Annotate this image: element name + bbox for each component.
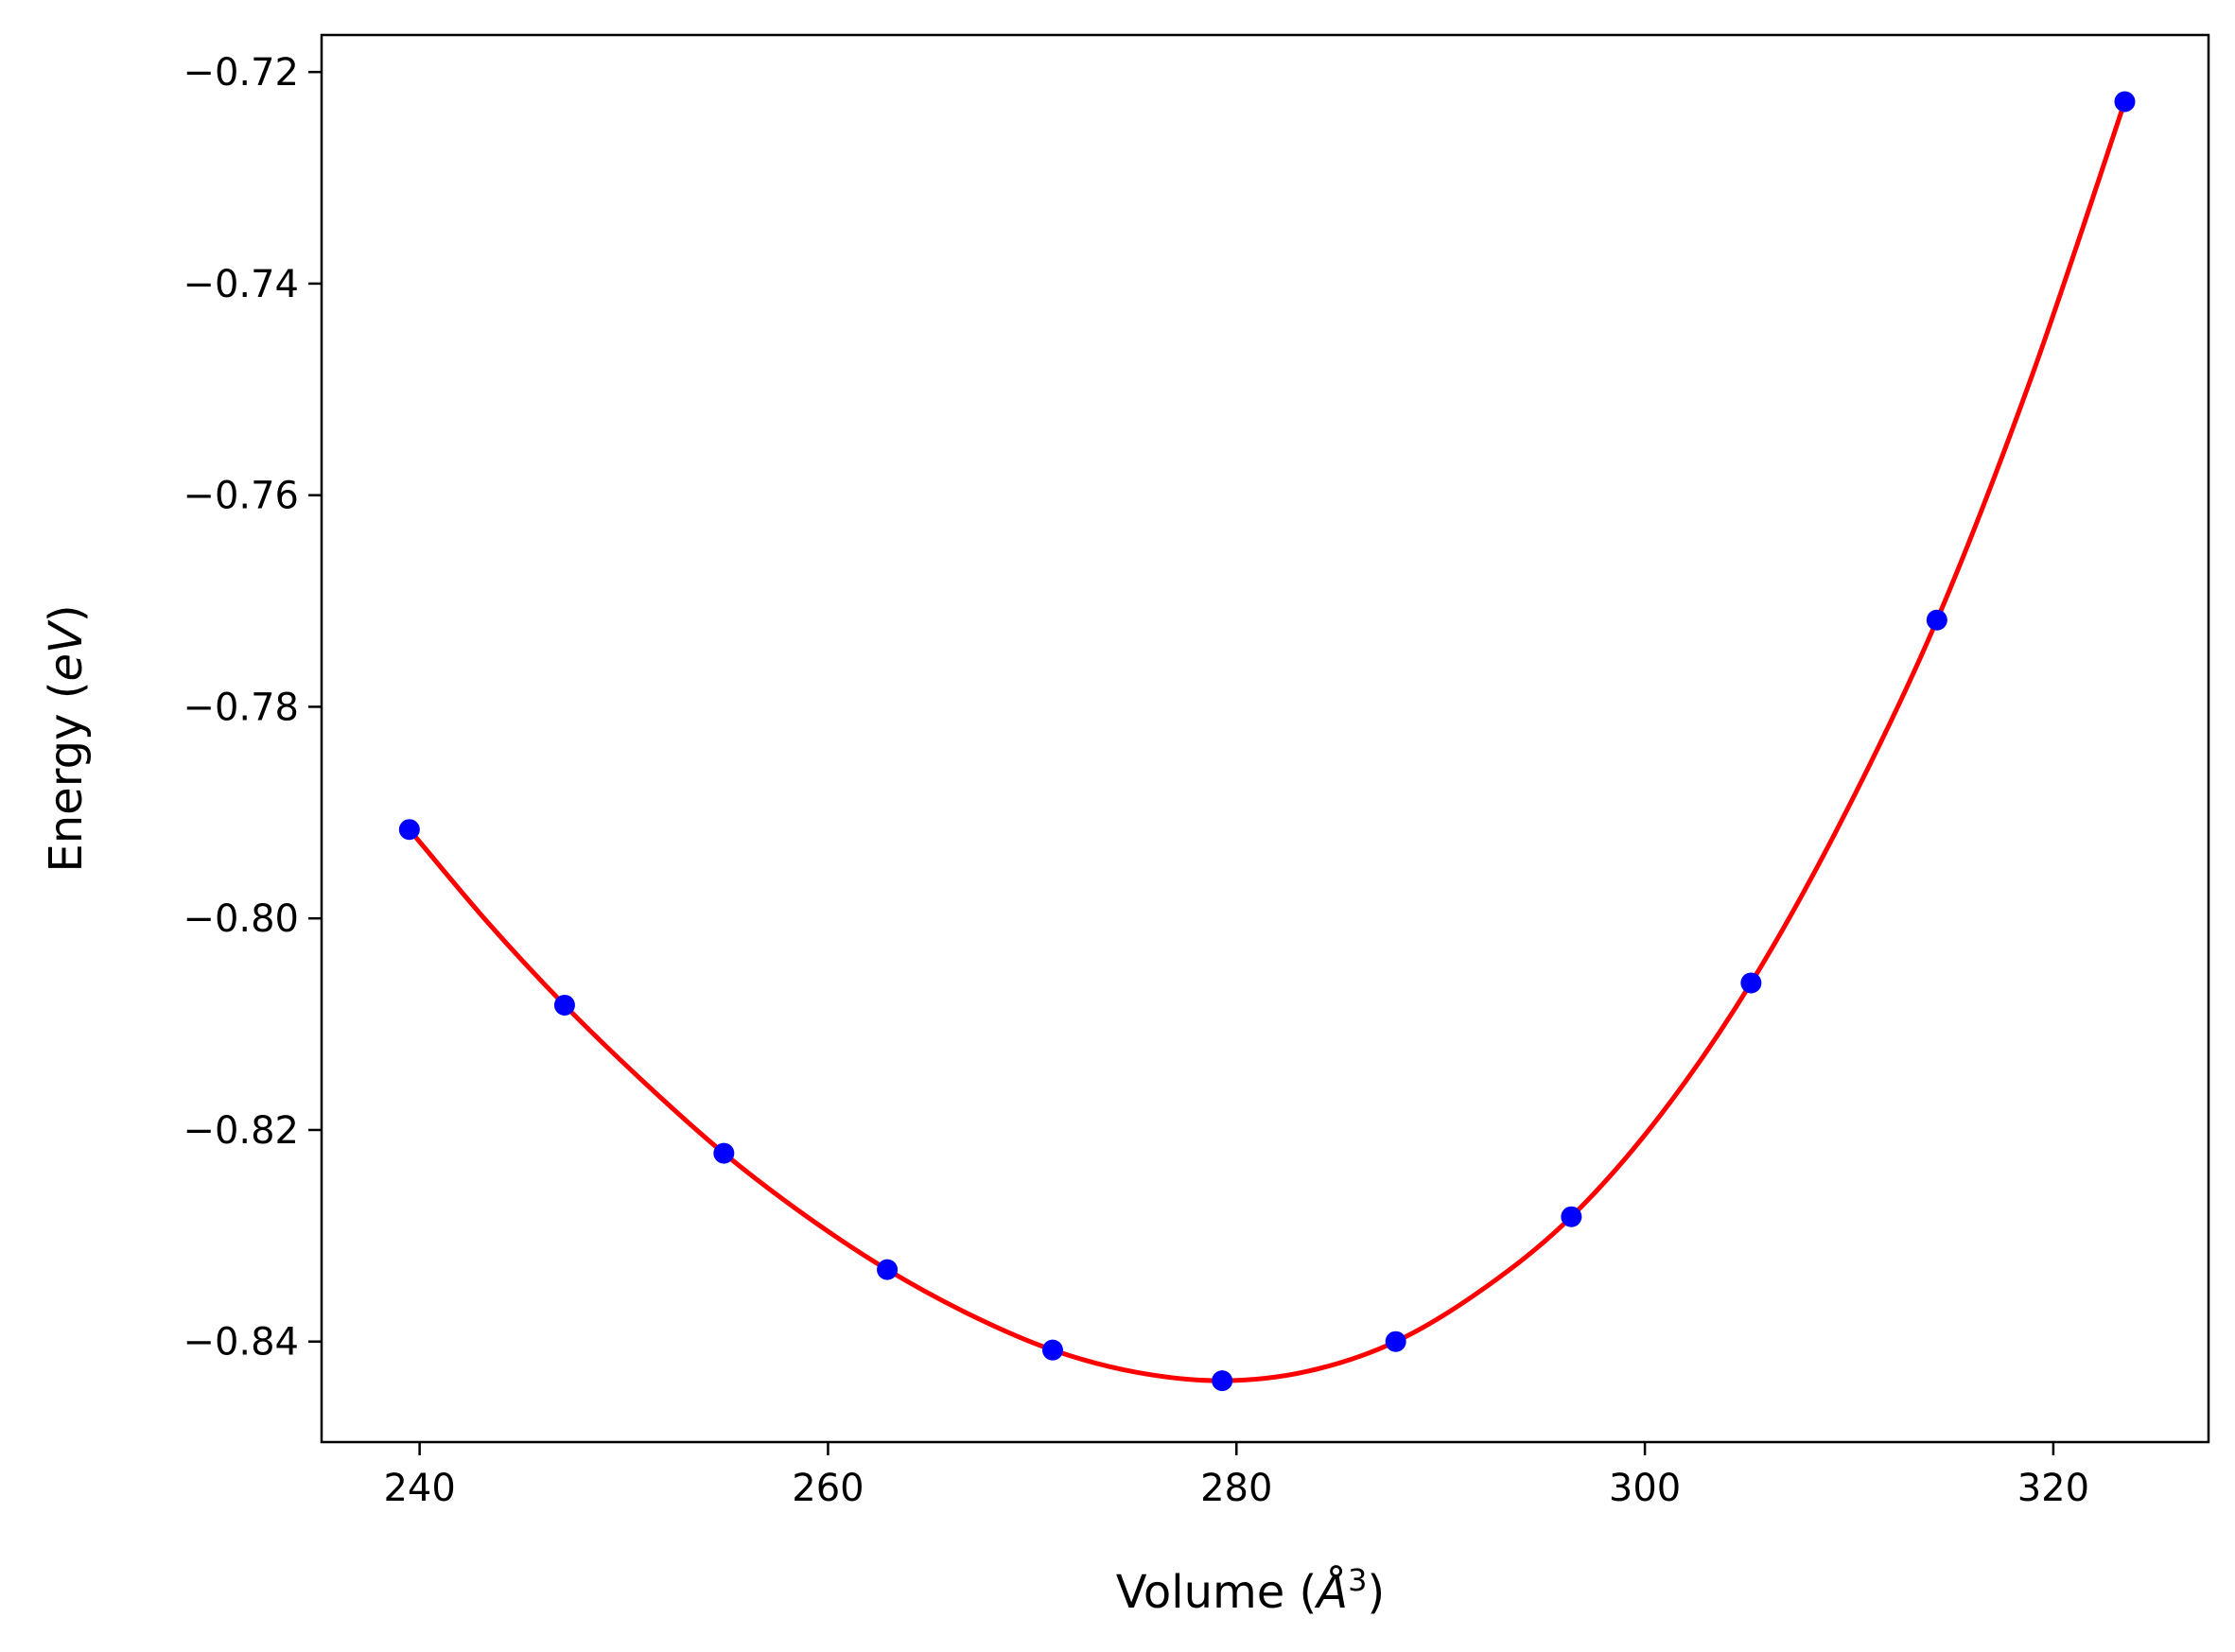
data-point	[1385, 1330, 1406, 1352]
plot-area	[322, 35, 2209, 1442]
y-axis: −0.84 −0.82 −0.80 −0.78 −0.76 −0.74 −0.72	[183, 51, 322, 1365]
data-point	[713, 1142, 735, 1164]
x-axis-label: Volume (Å3)	[1116, 1562, 1385, 1619]
data-point	[1740, 972, 1762, 994]
x-axis-label-text: Volume	[1116, 1566, 1285, 1619]
fit-curve-line	[407, 98, 2127, 1383]
data-point	[2114, 91, 2136, 113]
y-axis-label: Energy (eV)	[40, 604, 93, 872]
y-axis-label-unit: eV	[40, 619, 93, 682]
y-tick-label: −0.84	[183, 1321, 299, 1365]
y-tick-label: −0.82	[183, 1109, 299, 1153]
data-point	[1212, 1370, 1233, 1392]
y-axis-label-text: Energy	[40, 714, 93, 873]
x-axis-label-open-paren: (	[1284, 1566, 1317, 1619]
x-axis: 240 260 280 300 320	[383, 1442, 2089, 1510]
x-tick-label: 240	[383, 1467, 455, 1510]
x-axis-label-unit-exponent: 3	[1348, 1562, 1367, 1598]
y-tick-label: −0.78	[183, 686, 299, 729]
x-axis-label-close-paren: )	[1367, 1566, 1385, 1619]
y-tick-label: −0.74	[183, 263, 299, 306]
y-tick-label: −0.76	[183, 475, 299, 518]
fit-curve-layer	[407, 98, 2127, 1383]
data-point	[1926, 609, 1947, 631]
data-point	[553, 994, 575, 1016]
y-tick-label: −0.80	[183, 897, 299, 941]
y-tick-label: −0.72	[183, 51, 299, 95]
y-axis-label-close-paren: )	[40, 604, 93, 622]
x-tick-label: 300	[1609, 1467, 1681, 1510]
x-tick-label: 280	[1200, 1467, 1272, 1510]
x-tick-label: 320	[2017, 1467, 2089, 1510]
y-axis-label-open-paren: (	[40, 682, 93, 714]
data-point	[398, 819, 420, 841]
plot-frame	[320, 33, 2210, 1444]
data-point	[1041, 1339, 1063, 1361]
data-point	[1561, 1206, 1582, 1227]
x-tick-label: 260	[792, 1467, 864, 1510]
data-point	[877, 1259, 899, 1280]
data-points-layer	[398, 91, 2136, 1392]
x-axis-label-unit: Å	[1314, 1565, 1348, 1619]
